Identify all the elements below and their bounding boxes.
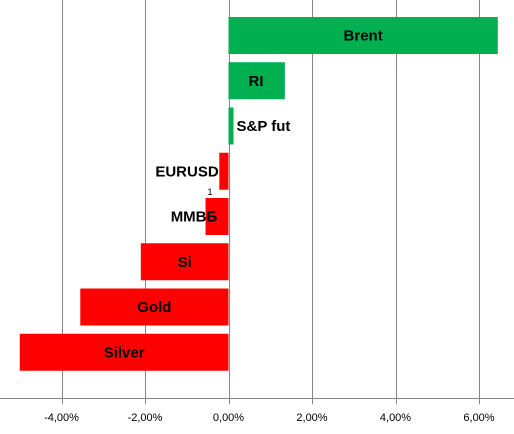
- bar: [205, 198, 229, 235]
- x-tick-label: 2,00%: [296, 412, 327, 424]
- x-tick-label: -4,00%: [44, 412, 79, 424]
- annotation-label: 1: [207, 187, 212, 197]
- x-tick-label: 6,00%: [463, 412, 494, 424]
- x-tick-label: -2,00%: [128, 412, 163, 424]
- bar-label: Si: [178, 254, 192, 271]
- bar-label: Brent: [344, 28, 383, 45]
- bar-label: Silver: [104, 344, 145, 361]
- bar: [219, 152, 229, 190]
- bar-label: Gold: [137, 299, 171, 316]
- bar: [19, 333, 229, 371]
- bar: [140, 243, 229, 281]
- bar-label: ММВБ: [171, 209, 218, 226]
- bar: [228, 17, 498, 54]
- bar-label: S&P fut: [237, 118, 291, 135]
- bar-labels: Brent RI S&P fut EURUSD ММВБ Si Gold Silver: [104, 28, 383, 362]
- bar: [228, 107, 234, 145]
- bar: [80, 288, 229, 326]
- x-tick-label: 0,00%: [213, 412, 244, 424]
- bar-label: EURUSD: [155, 163, 219, 180]
- bar: [228, 62, 285, 100]
- x-tick-labels: -4,00% -2,00% 0,00% 2,00% 4,00% 6,00%: [44, 412, 495, 424]
- bars: [19, 17, 498, 371]
- x-tick-label: 4,00%: [380, 412, 411, 424]
- bar-label: RI: [249, 73, 264, 90]
